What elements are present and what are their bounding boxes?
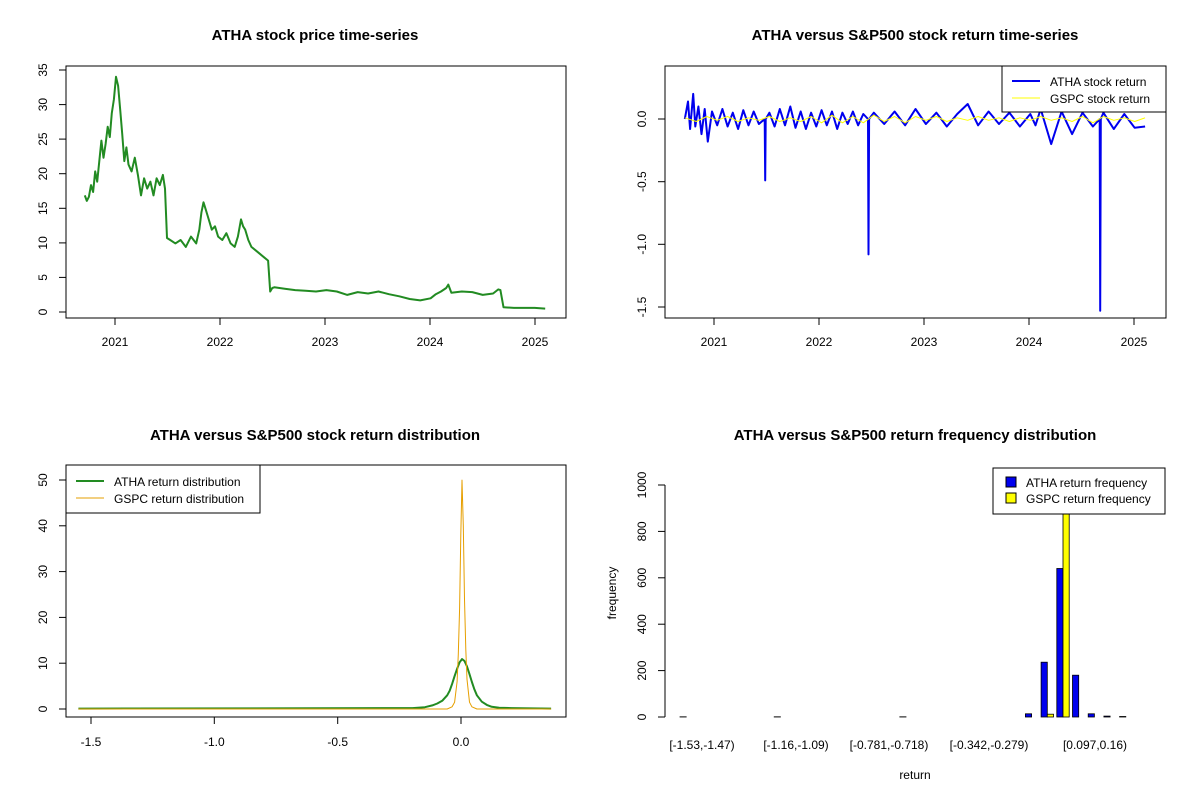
y-tick-label: 0	[635, 713, 649, 720]
x-tick-label: 2025	[1121, 335, 1148, 349]
x-axis: -1.5 -1.0 -0.5 0.0	[81, 716, 470, 749]
x-axis: 2021 2022 2023 2024 2025	[701, 317, 1148, 349]
series-line-atha	[683, 92, 1146, 312]
y-tick-label: 1000	[635, 471, 649, 498]
bar-gspc	[1046, 713, 1054, 718]
plot-area	[78, 479, 552, 710]
legend-label: GSPC stock return	[1050, 92, 1150, 106]
y-tick-label: 800	[635, 521, 649, 541]
series-line-gspc	[684, 114, 1146, 124]
plot-area	[83, 75, 546, 310]
legend-box	[65, 464, 261, 514]
x-axis: [-1.53,-1.47) [-1.16,-1.09) [-0.781,-0.7…	[669, 738, 1127, 752]
x-tick-label: 2023	[911, 335, 938, 349]
y-tick-label: 10	[36, 656, 50, 670]
y-tick-label: 600	[635, 567, 649, 587]
y-axis: -1.5 -1.0 -0.5 0.0	[635, 110, 666, 317]
y-tick-label: 20	[36, 167, 50, 181]
x-tick-label: 2021	[701, 335, 728, 349]
legend-box	[992, 467, 1166, 515]
y-tick-label: 35	[36, 63, 50, 77]
bar-atha	[1040, 661, 1048, 718]
y-tick-label: 25	[36, 132, 50, 146]
y-tick-label: 30	[36, 98, 50, 112]
y-tick-label: 20	[36, 610, 50, 624]
chart-title: ATHA versus S&P500 return frequency dist…	[734, 427, 1097, 444]
series-line-gspc	[78, 479, 552, 710]
y-tick-label: 40	[36, 519, 50, 533]
legend-label: GSPC return frequency	[1026, 492, 1151, 506]
y-axis-title: frequency	[605, 567, 619, 620]
x-tick-label: [-1.53,-1.47)	[669, 738, 734, 752]
y-tick-label: 0.0	[635, 110, 649, 127]
y-tick-label: -0.5	[635, 171, 649, 192]
legend-box	[1001, 65, 1167, 113]
x-tick-label: 2022	[806, 335, 833, 349]
panel-price-timeseries: ATHA stock price time-series 2021 2022 2…	[36, 27, 567, 349]
panel-frequency-distribution: ATHA versus S&P500 return frequency dist…	[605, 427, 1166, 782]
x-tick-label: 2022	[207, 335, 234, 349]
legend-label: ATHA return frequency	[1026, 476, 1147, 490]
x-tick-label: -1.0	[204, 735, 225, 749]
y-axis: 0 200 400 600 800 1000	[635, 471, 666, 720]
series-line-price-0	[83, 75, 546, 310]
bar-atha	[1119, 716, 1127, 718]
series-line-atha	[78, 658, 552, 710]
legend-label: ATHA stock return	[1050, 75, 1146, 89]
x-tick-label: 2025	[522, 335, 549, 349]
y-tick-label: 400	[635, 614, 649, 634]
bar-atha	[1056, 568, 1064, 718]
x-axis-title: return	[899, 768, 930, 782]
legend: ATHA return frequency GSPC return freque…	[992, 467, 1166, 515]
panel-return-timeseries: ATHA versus S&P500 stock return time-ser…	[635, 27, 1167, 349]
legend-label: GSPC return distribution	[114, 492, 244, 506]
x-tick-label: 0.0	[453, 735, 470, 749]
y-axis: 0 5 10 15 20 25 30 35	[36, 63, 67, 315]
y-tick-label: 0	[36, 705, 50, 712]
plot-area	[683, 92, 1146, 312]
x-tick-label: [-1.16,-1.09)	[763, 738, 828, 752]
legend-swatch-atha	[1005, 476, 1017, 488]
bar-atha	[1103, 715, 1111, 718]
x-tick-label: -1.5	[81, 735, 102, 749]
x-tick-label: 2024	[417, 335, 444, 349]
chart-title: ATHA stock price time-series	[212, 27, 419, 44]
y-tick-label: 5	[36, 274, 50, 281]
y-tick-label: 15	[36, 201, 50, 215]
legend-swatch-gspc	[1005, 492, 1017, 504]
y-tick-label: 50	[36, 473, 50, 487]
chart-title: ATHA versus S&P500 stock return time-ser…	[752, 27, 1079, 44]
x-tick-label: [-0.342,-0.279)	[950, 738, 1029, 752]
y-tick-label: 200	[635, 660, 649, 680]
y-axis: 0 10 20 30 40 50	[36, 473, 67, 712]
panel-return-distribution: ATHA versus S&P500 stock return distribu…	[36, 427, 567, 749]
y-tick-label: 0	[36, 308, 50, 315]
x-tick-label: -0.5	[327, 735, 348, 749]
y-tick-label: 10	[36, 236, 50, 250]
bar-atha	[1087, 713, 1095, 718]
legend-label: ATHA return distribution	[114, 475, 241, 489]
y-tick-label: -1.0	[635, 234, 649, 255]
chart-title: ATHA versus S&P500 stock return distribu…	[150, 427, 480, 444]
bar-atha	[1025, 713, 1033, 718]
y-tick-label: -1.5	[635, 296, 649, 317]
legend: ATHA stock return GSPC stock return	[1001, 65, 1167, 113]
x-tick-label: 2021	[102, 335, 129, 349]
x-tick-label: 2024	[1016, 335, 1043, 349]
x-tick-label: [-0.781,-0.718)	[850, 738, 929, 752]
legend: ATHA return distribution GSPC return dis…	[65, 464, 261, 514]
y-tick-label: 30	[36, 565, 50, 579]
x-tick-label: 2023	[312, 335, 339, 349]
x-tick-label: [0.097,0.16)	[1063, 738, 1127, 752]
bar-atha	[1072, 674, 1080, 718]
x-axis: 2021 2022 2023 2024 2025	[102, 317, 549, 349]
